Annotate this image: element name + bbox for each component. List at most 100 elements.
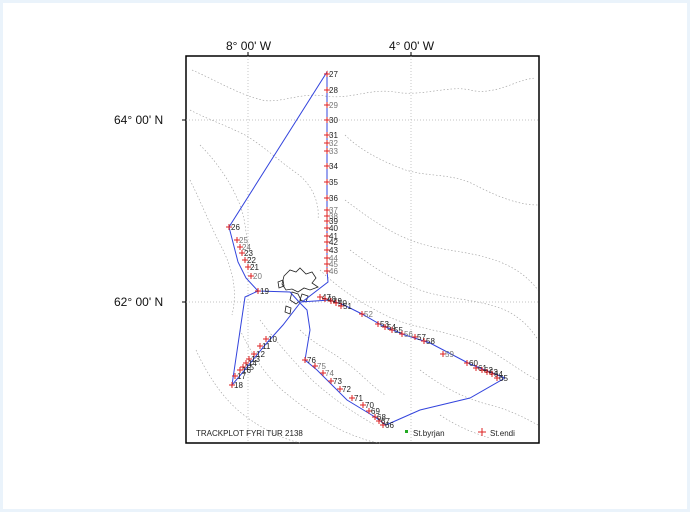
station-label-22: 22 [247, 256, 256, 265]
station-71: 71 [349, 394, 363, 403]
station-label-26: 26 [231, 223, 240, 232]
station-10: 10 [263, 335, 277, 344]
station-66: 66 [380, 421, 394, 430]
station-29: 29 [324, 101, 338, 110]
station-23: 23 [239, 249, 253, 258]
station-label-56: 56 [404, 330, 413, 339]
station-43: 43 [324, 246, 338, 255]
station-48: 48 [322, 295, 336, 304]
axis-ticks [182, 52, 412, 303]
station-label-76: 76 [307, 356, 316, 365]
station-31: 31 [324, 131, 338, 140]
station-52: 52 [359, 310, 373, 319]
station-36: 36 [324, 194, 338, 203]
station-label-24: 24 [242, 243, 251, 252]
station-64: 64 [489, 370, 503, 379]
station-label-38: 38 [329, 212, 338, 221]
station-label-34: 34 [329, 162, 338, 171]
station-label-64: 64 [494, 370, 503, 379]
station-33: 33 [324, 147, 338, 156]
station-label-49: 49 [333, 297, 342, 306]
station-label-60: 60 [469, 359, 478, 368]
map-title: TRACKPLOT FYRI TUR 2138 [196, 429, 303, 438]
station-label-71: 71 [354, 394, 363, 403]
station-label-48: 48 [327, 295, 336, 304]
station-76: 76 [302, 356, 316, 365]
station-11: 11 [257, 342, 271, 351]
station-label-32: 32 [329, 139, 338, 148]
station-label-30: 30 [329, 116, 338, 125]
station-19: 19 [255, 287, 269, 296]
trackplot-map: 8° 00' W 4° 00' W 64° 00' N 62° 00' N 26… [114, 39, 540, 444]
station-65: 65 [494, 374, 508, 383]
station-label-36: 36 [329, 194, 338, 203]
station-69: 69 [366, 407, 380, 416]
station-label-62: 62 [484, 366, 493, 375]
station-label-72: 72 [342, 385, 351, 394]
station-75: 75 [312, 362, 326, 371]
station-59: 59 [440, 350, 454, 359]
station-label-63: 63 [489, 368, 498, 377]
station-label-18: 18 [234, 381, 243, 390]
station-39: 39 [324, 217, 338, 226]
station-35: 35 [324, 178, 338, 187]
station-label-23: 23 [244, 249, 253, 258]
station-56: 56 [399, 330, 413, 339]
station-45: 45 [324, 260, 338, 269]
station-label-40: 40 [329, 224, 338, 233]
station-30: 30 [324, 116, 338, 125]
station-label-10: 10 [268, 335, 277, 344]
station-label-21: 21 [250, 263, 259, 272]
station-37: 37 [324, 206, 338, 215]
station-label-75: 75 [317, 362, 326, 371]
station-label-16: 16 [242, 366, 251, 375]
station-14: 14 [243, 359, 257, 368]
station-label-31: 31 [329, 131, 338, 140]
station-label-20: 20 [253, 272, 262, 281]
lat-label-62n: 62° 00' N [114, 295, 163, 309]
station-51: 51 [338, 302, 352, 311]
station-label-69: 69 [371, 407, 380, 416]
station-label-46: 46 [329, 267, 338, 276]
station-label-41: 41 [329, 232, 338, 241]
station-label-19: 19 [260, 287, 269, 296]
map-frame: 8° 00' W 4° 00' W 64° 00' N 62° 00' N 26… [3, 3, 687, 509]
station-27: 27 [324, 70, 338, 79]
station-67: 67 [376, 417, 390, 426]
station-label-13: 13 [251, 355, 260, 364]
station-47: 47 [317, 293, 331, 302]
station-16: 16 [237, 366, 251, 375]
station-label-27: 27 [329, 70, 338, 79]
depth-contours [189, 69, 539, 444]
lon-label-8w: 8° 00' W [226, 39, 272, 53]
station-label-33: 33 [329, 147, 338, 156]
station-label-25: 25 [239, 236, 248, 245]
station-24: 24 [237, 243, 251, 252]
station-label-17: 17 [237, 372, 246, 381]
station-22: 22 [242, 256, 256, 265]
station-label-37: 37 [329, 206, 338, 215]
station-label-29: 29 [329, 101, 338, 110]
station-58: 58 [421, 337, 435, 346]
station-label-57: 57 [417, 333, 426, 342]
station-label-66: 66 [385, 421, 394, 430]
station-12: 12 [251, 350, 265, 359]
station-41: 41 [324, 232, 338, 241]
station-label-11: 11 [262, 342, 271, 351]
station-15: 15 [240, 363, 254, 372]
station-label-51: 51 [343, 302, 352, 311]
lat-label-64n: 64° 00' N [114, 113, 163, 127]
station-label-14: 14 [248, 359, 257, 368]
station-label-15: 15 [245, 363, 254, 372]
station-label-28: 28 [329, 86, 338, 95]
station-73: 73 [328, 377, 342, 386]
station-label-44: 44 [329, 254, 338, 263]
station-32: 32 [324, 139, 338, 148]
station-label-59: 59 [445, 350, 454, 359]
station-55: 55 [389, 326, 403, 335]
legend-end-label: St.endi [490, 429, 515, 438]
station-label-39: 39 [329, 217, 338, 226]
station-42: 42 [324, 238, 338, 247]
station-label-73: 73 [333, 377, 342, 386]
